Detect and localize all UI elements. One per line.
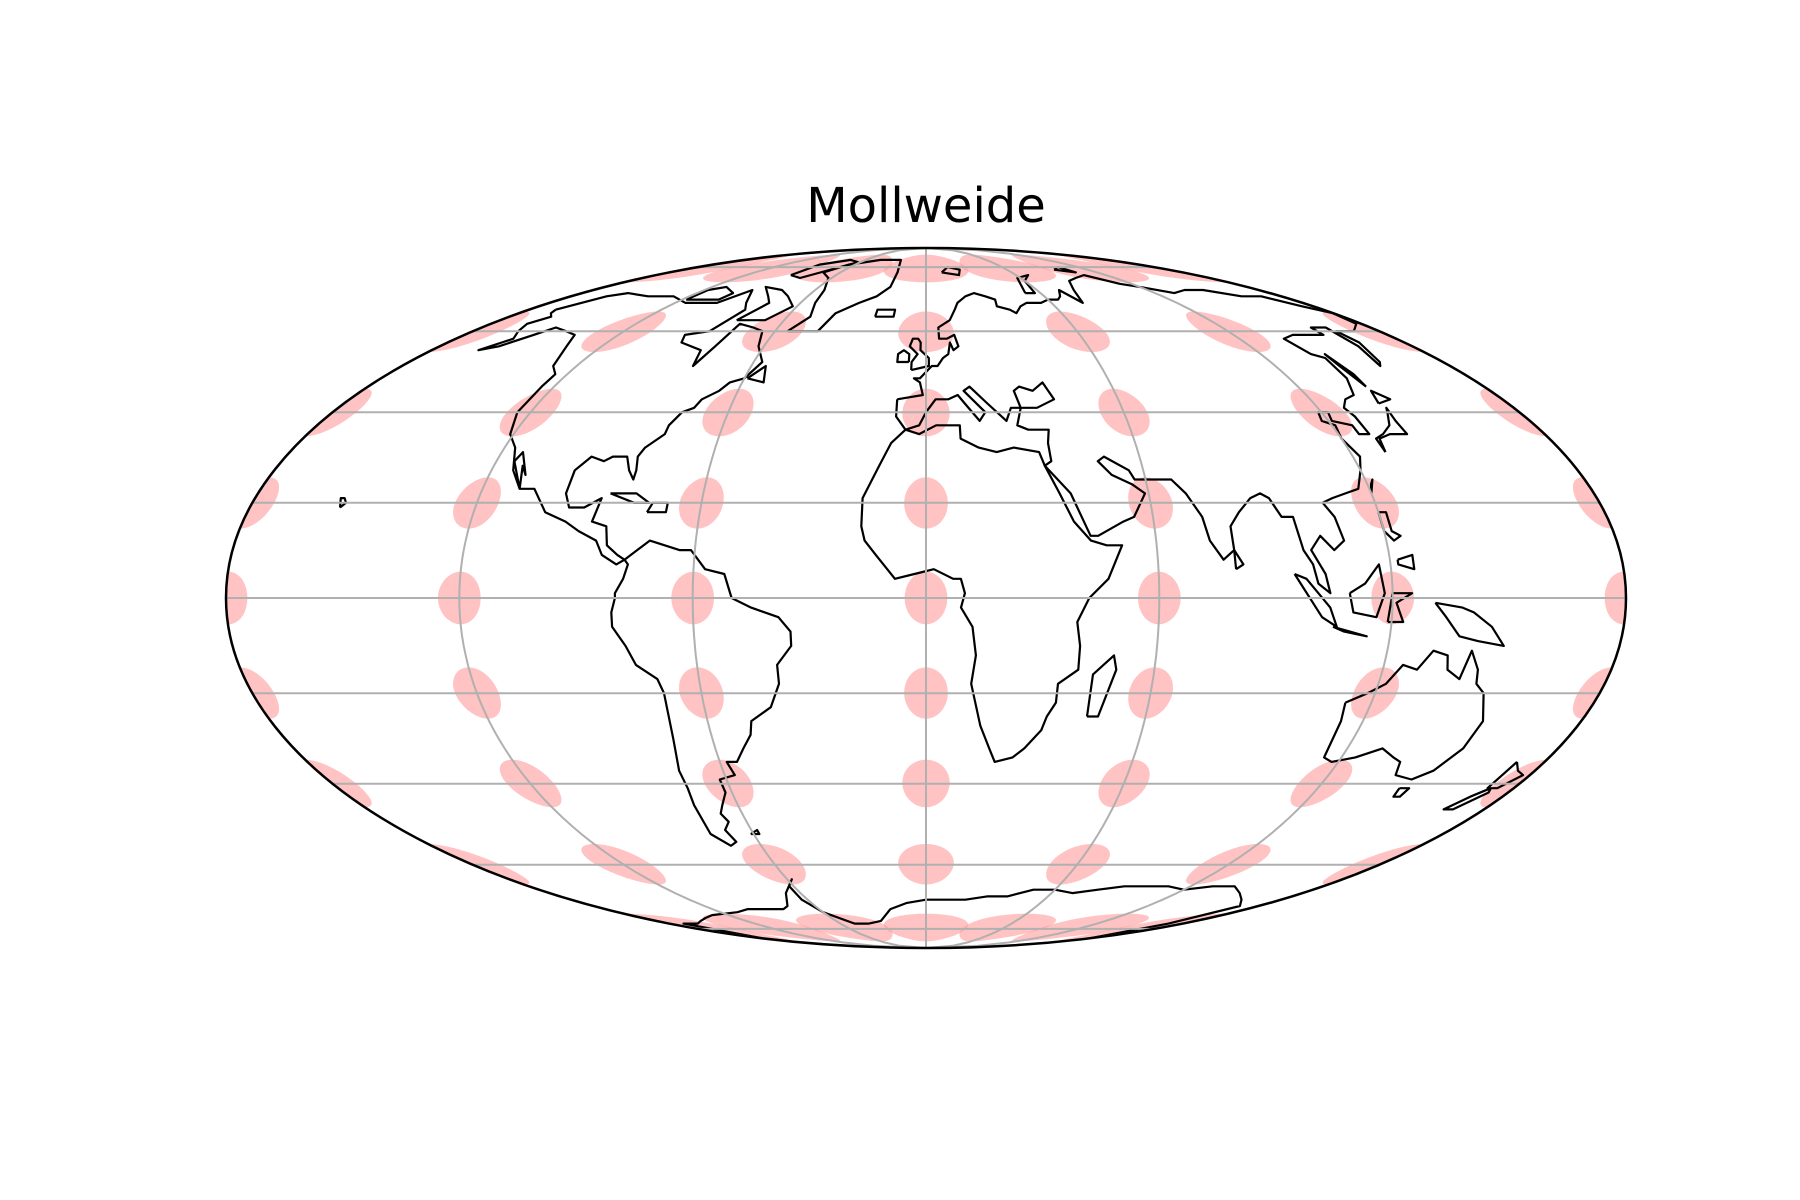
coastline-borneo: [1348, 563, 1386, 619]
map-title: Mollweide: [806, 178, 1046, 234]
coastline-new-zealand-south: [1442, 787, 1492, 811]
coastline-severnaya-zemlya: [1053, 266, 1077, 274]
tissot-indicatrix: [959, 913, 1056, 942]
coastline-south-america: [610, 539, 793, 847]
coastline-hokkaido: [1369, 389, 1392, 405]
coastline-greenland: [787, 258, 903, 333]
coastline-newfoundland: [746, 364, 767, 384]
coastline-ireland: [896, 349, 911, 364]
globe-boundary: [224, 246, 1628, 950]
coastline-north-america: [477, 288, 764, 566]
coastline-falklands: [750, 828, 761, 836]
coastline-svalbard: [940, 266, 961, 277]
coastline-hawaii: [338, 497, 348, 509]
meridian-gridline: [925, 247, 1394, 949]
meridian-gridline: [925, 247, 1161, 949]
coastline-java: [1332, 625, 1368, 638]
coastline-australia: [1322, 649, 1485, 781]
coastline-taiwan: [1369, 478, 1374, 494]
coastline-sri-lanka: [1233, 548, 1245, 571]
coastline-africa: [860, 424, 1124, 764]
coastline-layer: [338, 258, 1525, 940]
coastline-great-britain: [908, 337, 931, 372]
coastline-tasmania: [1392, 787, 1411, 798]
coastline-novaya-zemlya: [1016, 274, 1037, 295]
coastline-victoria-island: [685, 285, 735, 301]
tissot-indicatrix: [1604, 571, 1626, 625]
coastline-sakhalin: [1323, 353, 1367, 388]
coastline-baffin-island: [736, 285, 794, 322]
coastline-antarctica: [682, 878, 1243, 940]
coastline-eurasia: [894, 274, 1382, 595]
coastline-madagascar: [1085, 654, 1118, 718]
meridian-gridline: [691, 247, 927, 949]
coastline-new-guinea: [1434, 601, 1505, 648]
coastline-iceland: [874, 308, 897, 318]
meridian-gridline: [458, 247, 927, 949]
coastline-sumatra: [1293, 572, 1338, 628]
tissot-indicatrix: [226, 571, 248, 625]
coastline-mindanao: [1396, 553, 1416, 571]
tissot-indicatrix: [959, 254, 1056, 283]
tissot-indicatrix: [796, 913, 893, 942]
coastline-japan: [1374, 406, 1409, 453]
